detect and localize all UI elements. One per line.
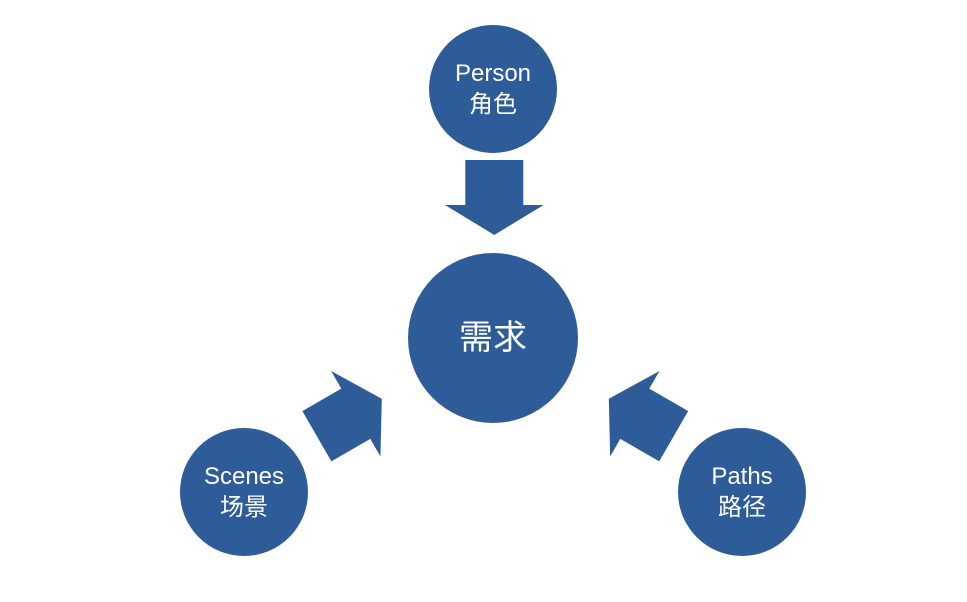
- diagram-container: 需求 Person 角色 Scenes 场景 Paths 路径: [0, 0, 967, 602]
- outer-node-label-en: Person: [455, 58, 531, 89]
- arrow-from-person: [445, 160, 544, 235]
- center-node: 需求: [408, 253, 578, 423]
- outer-node-label-zh: 场景: [220, 492, 268, 523]
- center-node-label: 需求: [459, 316, 527, 360]
- arrow-from-paths: [584, 356, 698, 479]
- outer-node-person: Person 角色: [429, 25, 557, 153]
- outer-node-scenes: Scenes 场景: [180, 428, 308, 556]
- outer-node-label-zh: 路径: [718, 492, 766, 523]
- outer-node-paths: Paths 路径: [678, 428, 806, 556]
- outer-node-label-zh: 角色: [469, 89, 517, 120]
- outer-node-label-en: Paths: [711, 461, 772, 492]
- outer-node-label-en: Scenes: [204, 461, 284, 492]
- arrow-from-scenes: [292, 356, 406, 479]
